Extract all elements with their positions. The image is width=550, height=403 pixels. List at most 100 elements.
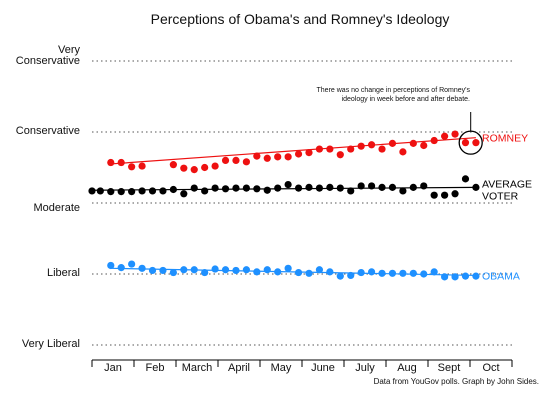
data-point — [284, 153, 292, 161]
data-point — [378, 183, 386, 191]
y-tick-label-line: Very Liberal — [22, 338, 80, 350]
x-axis: Jan Feb March April May June July Aug Sept Oct — [91, 359, 513, 374]
data-point — [430, 136, 438, 145]
data-point — [190, 266, 198, 274]
data-point — [284, 264, 292, 272]
data-point — [253, 152, 261, 160]
y-tick-label: Very Liberal — [22, 338, 80, 350]
data-point — [169, 268, 177, 277]
data-point — [148, 266, 157, 275]
data-point — [388, 269, 397, 277]
data-point — [138, 187, 146, 195]
data-point — [451, 273, 459, 281]
data-point — [232, 266, 240, 275]
data-point — [294, 184, 303, 192]
data-point — [128, 188, 136, 196]
data-point — [169, 161, 177, 169]
data-point — [169, 185, 177, 194]
x-tick-label: Jan — [104, 362, 122, 374]
data-point — [117, 188, 125, 196]
data-point — [472, 139, 480, 147]
data-point — [441, 132, 449, 140]
x-tick-label: Feb — [146, 362, 165, 374]
data-point — [305, 148, 313, 157]
data-point — [180, 266, 188, 274]
data-points — [88, 130, 480, 281]
data-point — [107, 188, 115, 196]
data-point — [180, 190, 188, 198]
data-point — [88, 187, 96, 195]
chart-title: Perceptions of Obama's and Romney's Ideo… — [151, 11, 450, 27]
y-tick-label: Moderate — [34, 202, 80, 214]
data-point — [347, 187, 355, 195]
data-point — [336, 184, 344, 192]
data-point — [315, 145, 324, 153]
series-label: AVERAGE VOTER — [482, 178, 532, 202]
data-point — [388, 183, 397, 191]
data-point — [347, 271, 355, 280]
y-tick-label-line: Conservative — [16, 55, 80, 67]
data-point — [263, 154, 271, 162]
data-point — [461, 139, 470, 147]
data-point — [107, 158, 115, 167]
data-point — [190, 166, 198, 174]
data-point — [242, 158, 250, 166]
data-point — [409, 269, 417, 277]
data-point — [336, 151, 344, 159]
data-point — [357, 268, 365, 277]
data-point — [441, 273, 449, 281]
y-tick-label-line: Conservative — [16, 125, 80, 137]
data-point — [242, 266, 250, 274]
data-point — [180, 164, 188, 172]
data-point — [420, 182, 428, 190]
data-point — [451, 130, 459, 138]
series-labels: ROMNEY AVERAGE VOTER OBAMA — [482, 133, 532, 283]
data-point — [96, 187, 104, 195]
series-label-line: OBAMA — [482, 270, 520, 282]
data-point — [399, 269, 407, 277]
x-tick-label: May — [271, 362, 292, 374]
data-point — [367, 141, 376, 149]
data-point — [148, 187, 157, 195]
source-note: Data from YouGov polls. Graph by John Si… — [374, 377, 539, 386]
data-point — [461, 272, 470, 280]
data-point — [326, 145, 334, 153]
y-tick-label-line: Moderate — [34, 202, 80, 214]
debate-annotation: There was no change in perceptions of Ro… — [317, 87, 483, 155]
trend-lines — [91, 137, 476, 277]
x-tick-label: June — [311, 362, 335, 374]
data-point — [159, 266, 167, 275]
data-point — [315, 266, 324, 274]
x-tick-label: Aug — [397, 362, 417, 374]
data-point — [201, 268, 209, 277]
data-point — [263, 266, 271, 274]
data-point — [399, 148, 407, 156]
data-point — [211, 184, 219, 192]
series-label-line: AVERAGE — [482, 178, 532, 190]
y-tick-label: Very Conservative — [16, 44, 81, 67]
data-point — [274, 184, 282, 192]
data-point — [430, 191, 438, 199]
data-point — [420, 270, 428, 278]
data-point — [326, 183, 334, 191]
data-point — [357, 142, 365, 150]
data-point — [232, 184, 240, 192]
data-point — [211, 162, 219, 170]
data-point — [315, 184, 324, 192]
data-point — [253, 185, 261, 193]
series-label-line: ROMNEY — [482, 133, 528, 145]
data-point — [201, 163, 209, 172]
data-point — [274, 268, 282, 276]
data-point — [221, 185, 230, 193]
annotation-line: ideology in week before and after debate… — [342, 96, 470, 103]
series-label: ROMNEY — [482, 133, 528, 145]
annotation-text: There was no change in perceptions of Ro… — [317, 87, 471, 103]
data-point — [138, 162, 146, 170]
data-point — [409, 183, 417, 191]
data-point — [420, 141, 428, 150]
data-point — [221, 156, 230, 164]
data-point — [367, 268, 376, 276]
data-point — [378, 145, 386, 153]
x-tick-label: March — [182, 362, 213, 374]
